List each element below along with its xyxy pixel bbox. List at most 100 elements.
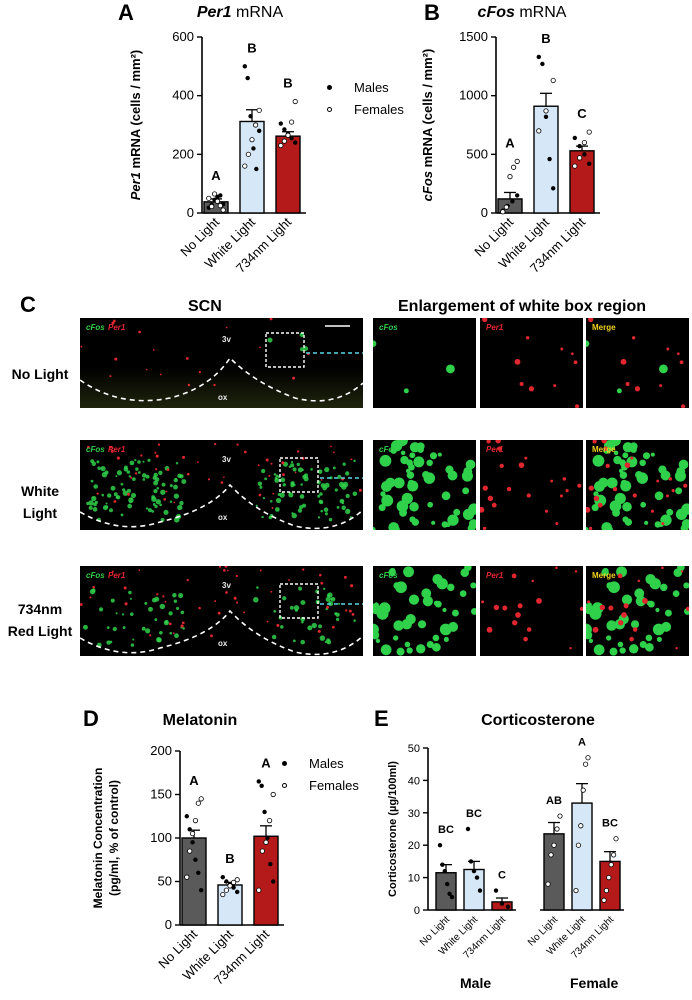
cfos-cell [115,495,119,499]
cfos-cell [393,582,401,590]
cfos-cell [461,470,473,482]
chart-d: 0 50 100 150 200 A No Light B White Light A 734nm … [0,700,346,1000]
data-point-female [259,848,265,854]
cfos-cell [122,626,126,629]
per1-cell [632,627,638,632]
cfos-cell [296,462,300,467]
cfos-cell [408,463,415,471]
per1-cell [348,609,352,613]
per1-cell [233,596,237,600]
cfos-cell [168,611,173,616]
per1-cell [517,603,523,609]
data-point-female [578,823,584,829]
data-point-male [505,904,511,909]
cfos-cell [112,626,117,632]
cfos-cell [141,473,147,478]
y-axis-label: Melatonin Concentration [91,768,105,909]
per1-cell [282,473,285,477]
per1-cell [555,522,559,526]
per1-cell [296,450,300,453]
enlargement-svg: cFos [373,566,476,656]
per1-cell [511,573,517,579]
cfos-cell [147,508,153,513]
cfos-cell [390,447,397,454]
per1-cell [185,356,189,360]
cfos-cell [107,493,112,498]
cfos-cell [433,600,439,606]
data-point-female [554,826,560,832]
chart-d-title: Melatonin [162,712,238,729]
cfos-cell [257,481,263,486]
cfos-cell [307,625,313,631]
cfos-cell [110,598,115,603]
enlargement-merge-panel: Merge [586,440,689,530]
data-point-male [577,143,582,149]
data-point-female [256,107,262,113]
per1-cell [198,606,201,610]
per1-cell [111,321,115,325]
cfos-cell [144,601,148,605]
cfos-cell [129,597,132,600]
per1-cell [493,604,500,611]
channel-label-per1: Per1 [486,445,504,454]
per1-cell [634,386,641,392]
channel-label-cfos: cFos [379,571,398,580]
cfos-cell [620,479,628,487]
per1-cell [625,382,630,387]
cfos-cell [173,599,178,603]
y-tick-label: 0 [187,205,194,220]
cfos-cell [336,506,340,509]
per1-cell [668,477,673,481]
data-point-female [256,887,262,893]
per1-cell [243,611,246,614]
cfos-cell [294,608,298,612]
data-point-male [187,827,192,832]
y-axis-label: (pg/ml, % of control) [107,780,121,896]
cfos-cell [105,502,108,505]
row-label-red-light: 734nm Red Light [0,598,80,642]
significance-letter: B [541,31,550,46]
data-point-male [235,889,240,895]
cfos-cell [413,456,425,468]
data-point-male [262,809,267,815]
panel-label-a: A [118,0,134,25]
per1-cell [586,506,591,513]
per1-cell [320,581,324,585]
cfos-cell [468,519,476,529]
per1-cell [597,502,603,508]
data-point-male [248,114,253,119]
per1-cell [525,336,530,340]
data-point-male [256,779,261,784]
data-point-female [543,108,549,114]
row-label-line1: White [20,483,60,499]
legend-dot-filled [282,760,287,766]
cfos-cell [639,459,646,467]
data-point-male [282,127,287,132]
per1-cell [526,493,531,498]
cfos-cell [253,597,259,603]
per1-cell [113,500,117,503]
cfos-cell [261,515,264,519]
per1-cell [110,449,114,453]
per1-cell [350,584,354,588]
enlargement-svg: cFos [373,323,455,394]
panel-label-b: B [424,0,440,25]
y-tick-label: 100 [150,830,172,845]
per1-cell [671,489,675,493]
chart-b-title-italic: cFos [477,4,515,21]
per1-cell [577,483,582,488]
chart-e-title: Corticosterone [481,712,595,729]
cfos-cell [325,596,331,602]
per1-cell [631,336,636,340]
data-point-male [449,894,455,900]
y-tick-label: 0 [481,205,488,220]
cfos-cell [137,471,141,474]
cfos-cell [586,340,590,347]
cfos-cell [275,497,282,504]
per1-cell [235,574,239,578]
per1-cell [592,440,597,444]
cfos-cell [609,647,618,656]
cfos-cell [101,493,104,497]
cfos-cell [142,478,146,481]
